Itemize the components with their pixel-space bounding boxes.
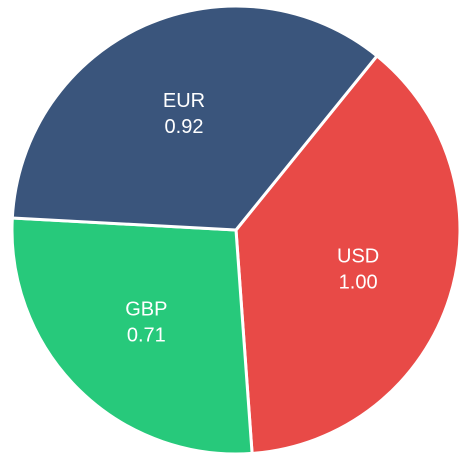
pie-labels: USD 1.00 GBP 0.71 EUR 0.92: [125, 90, 379, 346]
pie-slice-gbp: [10, 216, 254, 456]
pie-slice-eur: [10, 4, 379, 232]
slice-category-label-usd: USD: [337, 245, 379, 267]
slice-value-label-usd: 1.00: [339, 271, 378, 293]
pie-slice-usd: [234, 54, 462, 455]
slice-category-label-eur: EUR: [163, 90, 205, 112]
slice-category-label-gbp: GBP: [125, 298, 167, 320]
slice-value-label-eur: 0.92: [165, 116, 204, 138]
slice-value-label-gbp: 0.71: [127, 324, 166, 346]
pie-slices: [10, 4, 462, 456]
